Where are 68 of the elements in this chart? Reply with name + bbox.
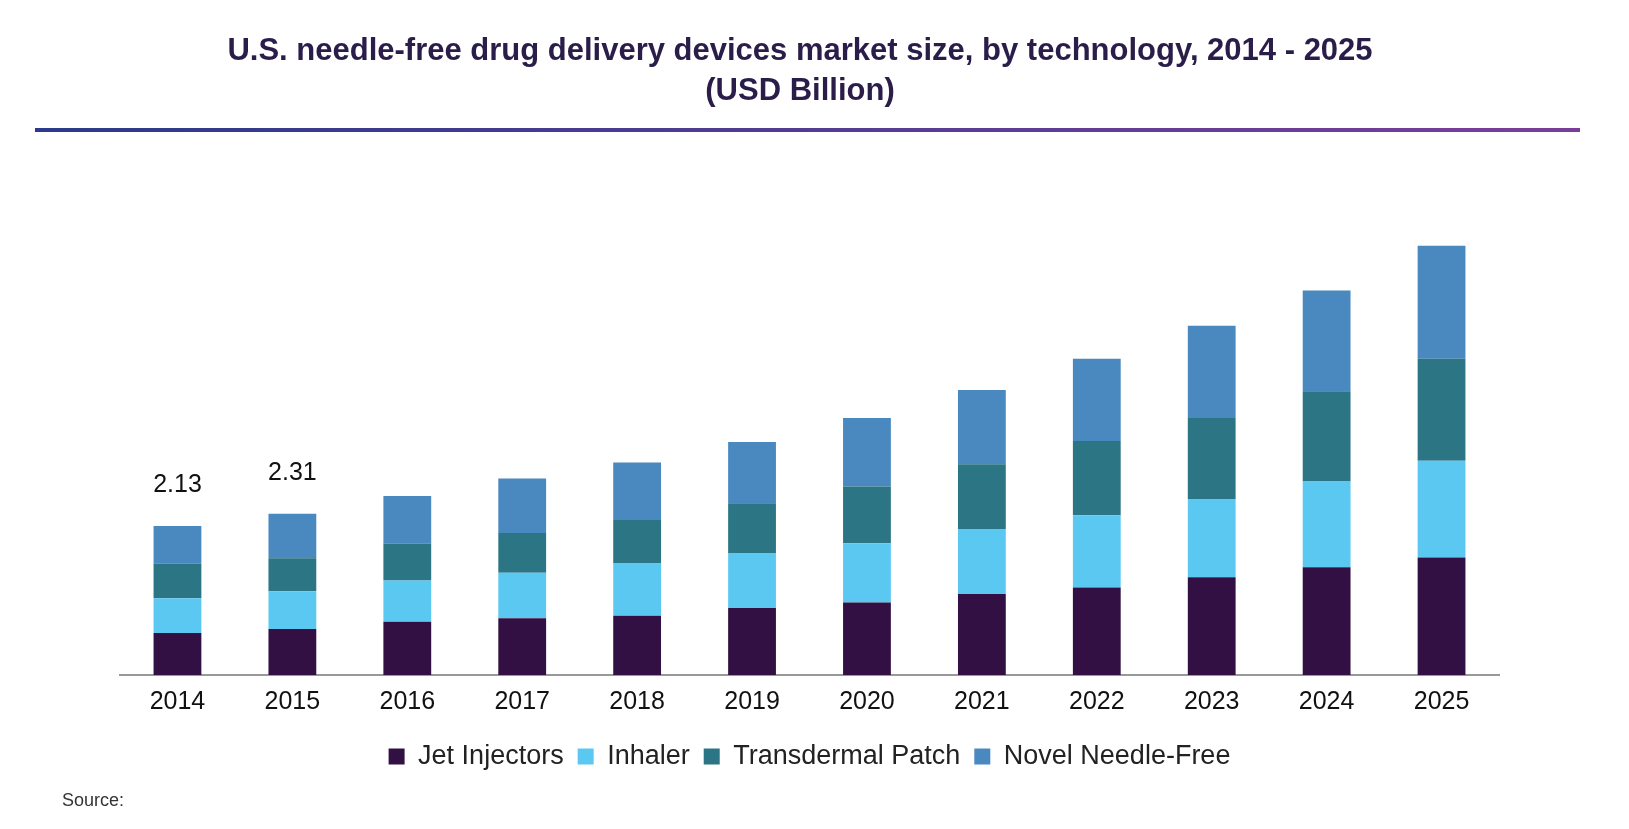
- bar: [1302, 481, 1351, 568]
- bar: [613, 462, 662, 521]
- x-tick-label: 2024: [1298, 685, 1355, 714]
- bar: [1072, 441, 1121, 516]
- bar: [613, 520, 662, 564]
- legend-label: Novel Needle-Free: [1003, 739, 1231, 770]
- x-tick-label: 2014: [149, 685, 206, 714]
- bar: [153, 632, 202, 675]
- bar: [843, 417, 891, 487]
- legend-label: Inhaler: [607, 739, 690, 770]
- bar: [613, 615, 662, 675]
- bar: [498, 532, 547, 573]
- bar: [268, 591, 317, 630]
- bar: [728, 553, 776, 609]
- bar: [1187, 325, 1236, 418]
- bar: [1187, 499, 1236, 578]
- bar: [957, 464, 1006, 530]
- bar: [153, 526, 202, 564]
- bar: [957, 529, 1006, 594]
- bar: [1302, 290, 1351, 392]
- bar: [1187, 577, 1236, 675]
- bar: [843, 543, 891, 603]
- bar: [1072, 358, 1121, 442]
- bar: [1417, 460, 1466, 558]
- bar: [957, 390, 1006, 465]
- bar: [728, 608, 776, 675]
- annotation: 2.31: [268, 457, 317, 486]
- x-tick-label: 2017: [494, 685, 551, 714]
- x-tick-label: 2015: [264, 685, 321, 714]
- x-tick-label: 2019: [724, 685, 780, 714]
- legend-label: Jet Injectors: [418, 739, 564, 770]
- x-tick-label: 2021: [954, 685, 1010, 714]
- bar: [1302, 391, 1351, 482]
- bar: [613, 563, 662, 616]
- bar: [728, 441, 776, 504]
- bar: [153, 598, 202, 633]
- bar: [498, 618, 547, 675]
- bar: [498, 478, 547, 533]
- annotation: 2.13: [153, 469, 202, 498]
- x-tick-label: 2025: [1413, 685, 1470, 714]
- bar: [268, 629, 317, 675]
- bar: [1417, 557, 1466, 675]
- x-tick-label: 2023: [1183, 685, 1240, 714]
- bar: [383, 543, 432, 581]
- bar: [153, 563, 202, 599]
- bar: [383, 621, 432, 675]
- x-tick-label: 2020: [839, 685, 895, 714]
- bar: [268, 513, 317, 559]
- bar: [728, 503, 776, 554]
- bar: [957, 593, 1006, 675]
- bar: [383, 580, 432, 622]
- bar: [1072, 515, 1121, 588]
- x-tick-label: 2016: [379, 685, 436, 714]
- legend-label: Transdermal Patch: [733, 739, 961, 770]
- bar: [268, 558, 317, 592]
- x-tick-label: 2022: [1068, 685, 1125, 714]
- bar: [1417, 358, 1466, 461]
- bar: [1417, 245, 1466, 359]
- bar: [383, 496, 432, 544]
- bar: [1187, 417, 1236, 500]
- bar: [843, 602, 891, 675]
- bar: [1302, 567, 1351, 675]
- bar: [1072, 587, 1121, 675]
- chart-title: U.S. needle-free drug delivery devices market size, by technology, 2014 - 2025 (USD Billion): [226, 31, 1374, 109]
- bar: [843, 486, 891, 544]
- x-tick-label: 2018: [609, 685, 665, 714]
- source-note: Source:: [62, 790, 125, 811]
- bar: [498, 572, 547, 619]
